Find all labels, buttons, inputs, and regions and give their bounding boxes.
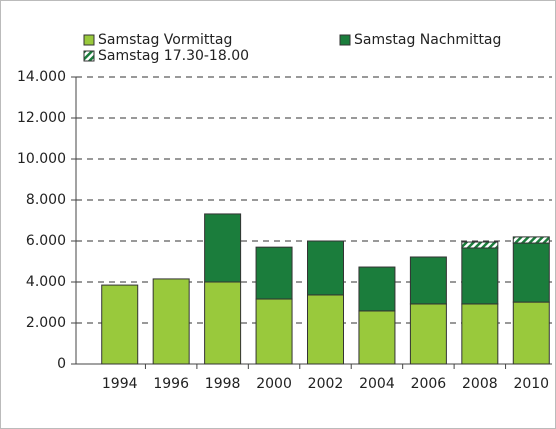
- bar-segment: [255, 298, 293, 365]
- x-tick-label: 2004: [359, 376, 395, 392]
- bar-segment: [409, 256, 447, 305]
- bar-segment: [512, 236, 550, 244]
- y-tick-label: 6.000: [26, 233, 66, 249]
- legend-swatch: [339, 34, 351, 46]
- x-tick-label: 1996: [153, 376, 189, 392]
- bar-segment: [512, 242, 550, 303]
- bar-segment: [204, 281, 242, 365]
- legend-label: Samstag Nachmittag: [354, 32, 501, 48]
- bar-segment: [152, 278, 190, 365]
- legend-swatch: [83, 34, 95, 46]
- x-tick-label: 2000: [256, 376, 292, 392]
- y-tick-label: 14.000: [17, 69, 66, 85]
- legend-label: Samstag 17.30-18.00: [98, 48, 249, 64]
- x-tick-label: 2010: [513, 376, 549, 392]
- bar-segment: [204, 213, 242, 283]
- y-tick-label: 10.000: [17, 151, 66, 167]
- bar-segment: [101, 284, 139, 365]
- x-tick-label: 2006: [411, 376, 447, 392]
- bar-segment: [307, 240, 344, 296]
- bar-segment: [307, 294, 344, 365]
- legend-swatch: [83, 50, 95, 62]
- bar-segment: [461, 303, 499, 365]
- bar-segment: [358, 266, 396, 312]
- bar-segment: [358, 310, 396, 365]
- bar-segment: [409, 303, 447, 365]
- x-tick-label: 1998: [205, 376, 241, 392]
- x-tick-label: 2008: [462, 376, 498, 392]
- x-tick-label: 1994: [102, 376, 138, 392]
- bar-segment: [461, 247, 499, 305]
- bar-segment: [512, 301, 550, 365]
- bar-segment: [255, 246, 293, 300]
- y-tick-label: 2.000: [26, 315, 66, 331]
- bar-segment: [461, 241, 499, 249]
- y-tick-label: 8.000: [26, 192, 66, 208]
- y-tick-label: 12.000: [17, 110, 66, 126]
- x-tick-label: 2002: [308, 376, 344, 392]
- legend-label: Samstag Vormittag: [98, 32, 232, 48]
- y-tick-label: 4.000: [26, 274, 66, 290]
- y-tick-label: 0: [57, 356, 66, 372]
